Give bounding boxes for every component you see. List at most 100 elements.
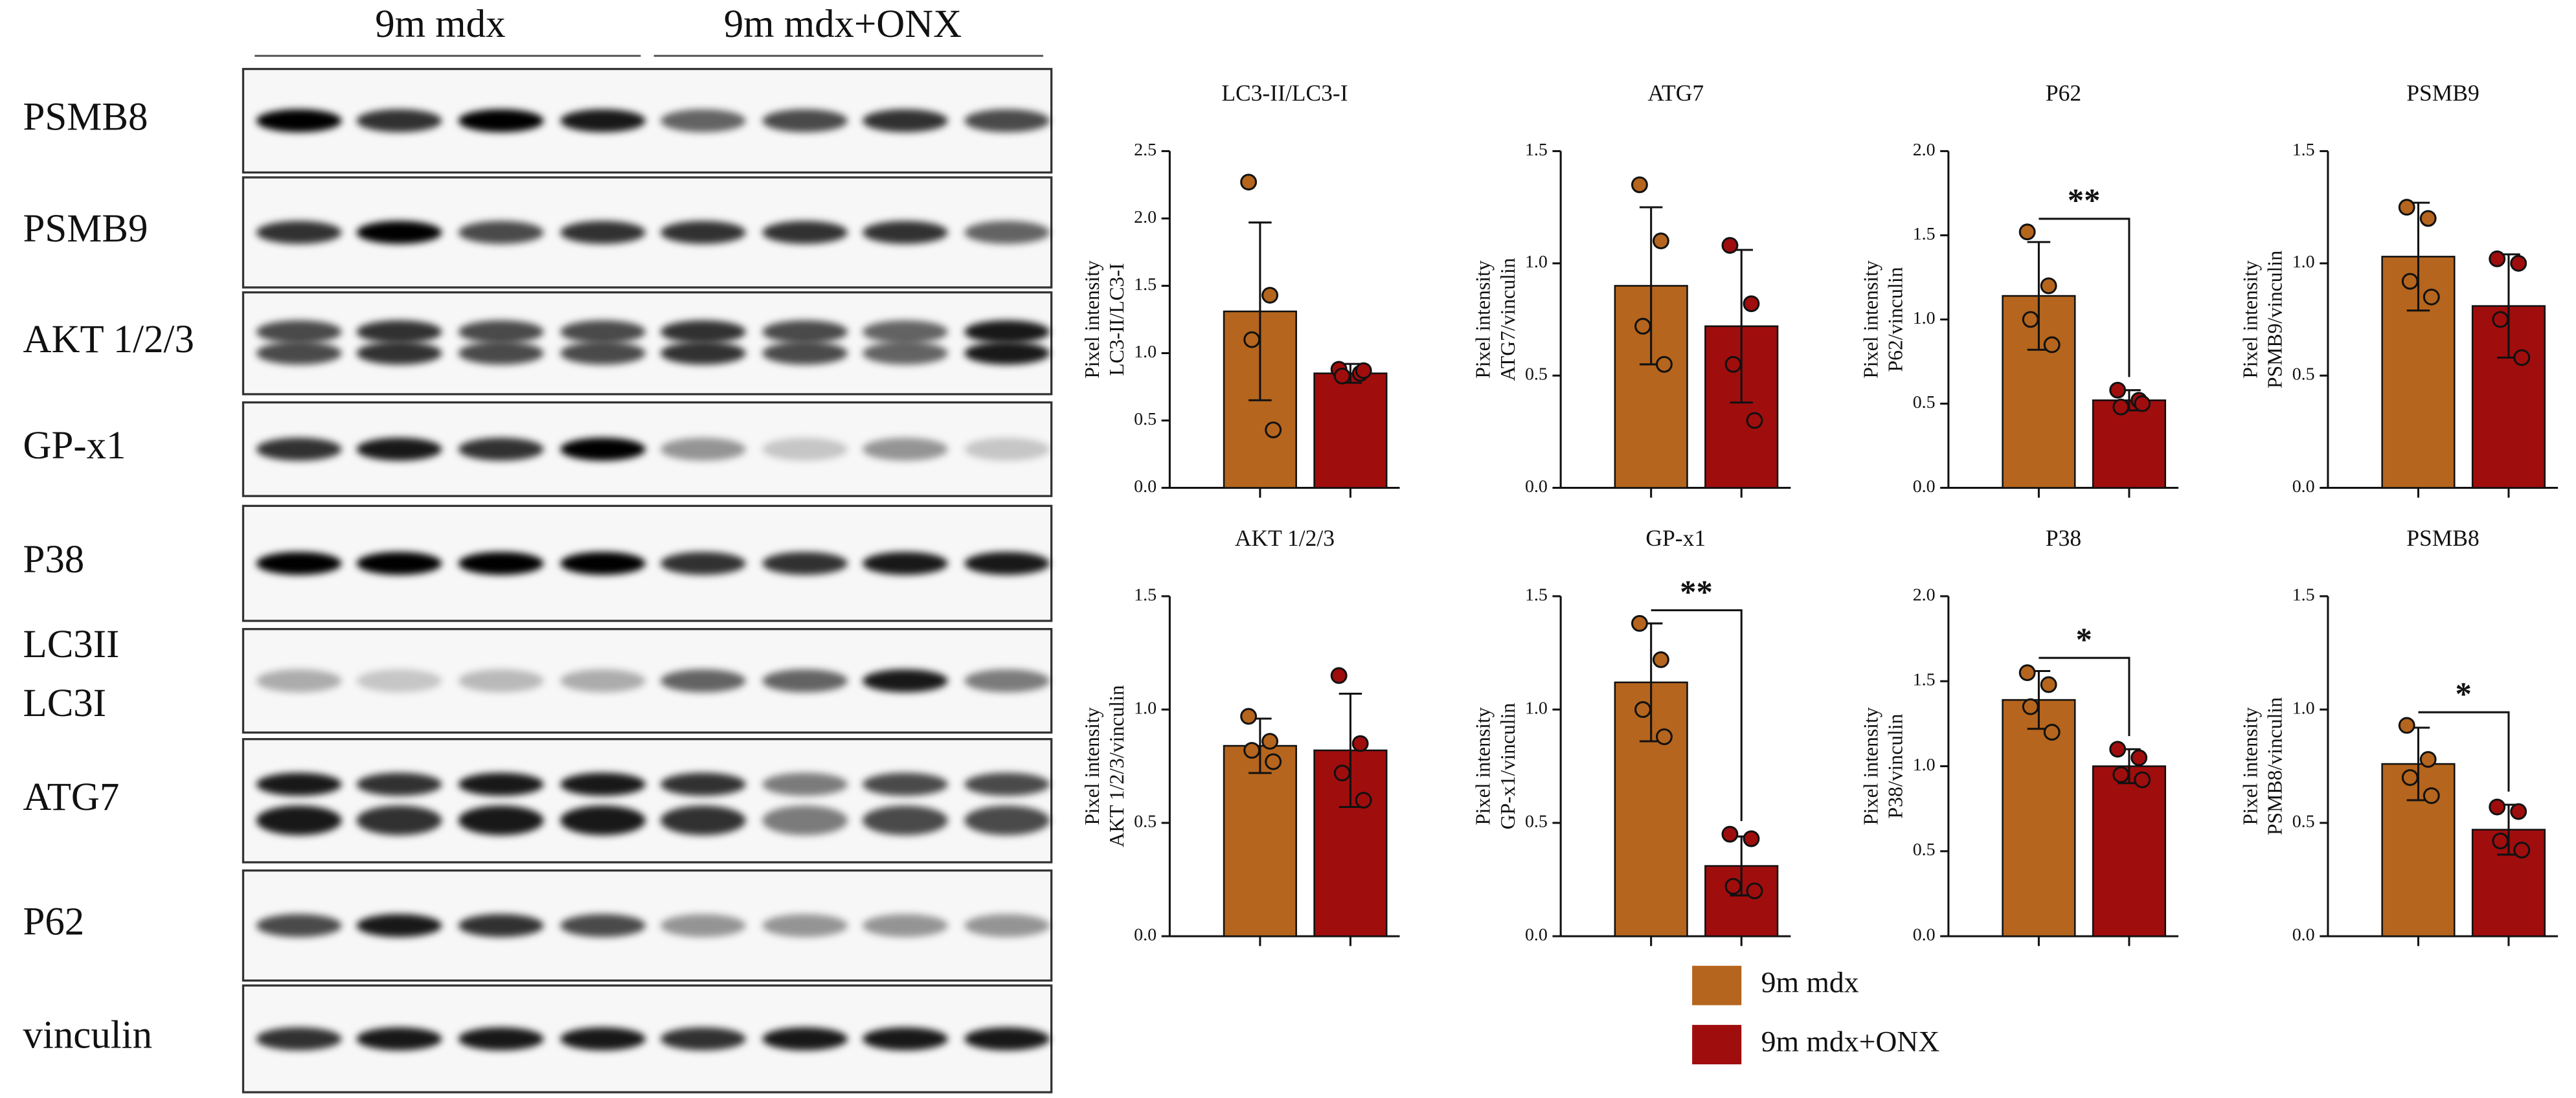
blot-band [762,438,848,461]
blot-frame [242,738,1053,864]
blot-band [964,552,1050,575]
y-tick-label: 0.5 [2292,364,2315,385]
y-tick-label: 0.5 [1525,811,1548,831]
data-point [2401,273,2419,290]
y-axis-label: P62/vinculin [1884,267,1907,372]
significance-bracket [2418,711,2510,792]
data-point [2134,771,2151,789]
blot-band [256,772,342,796]
y-tick-label: 0.5 [2292,811,2315,831]
blot-band [660,320,746,344]
blot-band [256,341,342,365]
blot-band [964,341,1050,365]
data-point [2109,741,2127,758]
y-tick-label: 1.5 [1525,140,1548,160]
blot-band [458,1027,544,1051]
data-point [2398,717,2415,734]
data-point [1261,287,1279,304]
y-axis-label: Pixel intensity [1472,260,1495,378]
blot-band [560,772,646,796]
chart-title: P38 [2046,525,2081,551]
data-point [1333,765,1351,781]
y-axis-label: PSMB9/vinculin [2264,251,2287,388]
chart-title: AKT 1/2/3 [1235,525,1335,551]
legend-swatch [1692,1025,1742,1064]
y-tick-label: 0.0 [2292,925,2315,945]
y-tick-label: 1.5 [1134,585,1157,605]
blot-row-label: LC3I [23,682,107,725]
y-tick-label: 0.0 [1134,476,1157,497]
data-point [2043,336,2061,353]
blot-band [560,109,646,133]
data-point [2492,833,2509,849]
data-point [1265,421,1282,438]
data-point [2513,842,2531,858]
y-axis-label: Pixel intensity [2239,260,2261,378]
data-point [1240,174,1258,191]
data-point [2510,254,2527,272]
data-point [2513,349,2531,366]
data-point [1355,792,1372,809]
blot-band [256,320,342,344]
blot-band [458,438,544,461]
bar [1223,745,1297,937]
data-point [1333,367,1351,385]
blot-band [356,805,442,836]
blot-band [660,913,746,937]
blot-band [862,669,948,693]
significance-label: * [2075,622,2092,658]
legend-label: 9m mdx+ONX [1761,1025,1940,1058]
blot-band [356,221,442,244]
blot-band [862,341,948,365]
blot-band [256,913,342,937]
data-point [2109,381,2127,399]
blot-band [862,221,948,244]
data-point [2112,398,2130,416]
blot-row-label: AKT 1/2/3 [23,318,194,361]
blot-band [762,221,848,244]
significance-bracket [1651,609,1743,822]
y-tick-label: 1.0 [1525,698,1548,718]
data-point [1743,295,1760,313]
blot-band [862,109,948,133]
y-axis-label: PSMB8/vinculin [2264,697,2287,835]
data-point [2419,751,2437,768]
data-point [1261,733,1279,750]
data-point [2040,676,2057,693]
blot-band [256,438,342,461]
blot-band [458,341,544,365]
data-point [1724,355,1742,373]
y-tick-label: 1.0 [2292,252,2315,272]
y-tick-label: 1.5 [1525,585,1548,605]
data-point [1634,317,1651,335]
y-tick-label: 0.5 [1134,409,1157,429]
y-axis-label: Pixel intensity [1859,707,1882,825]
blot-band [862,320,948,344]
blot-band [560,552,646,575]
data-point [1724,878,1742,895]
y-tick-label: 0.0 [1913,476,1936,497]
blot-band [762,341,848,365]
y-tick-label: 1.0 [1134,342,1157,362]
bar [2092,765,2167,937]
blot-band [458,805,544,836]
blot-band [964,669,1050,693]
y-tick-label: 0.5 [1913,392,1936,412]
blot-band [356,109,442,133]
data-point [2423,288,2440,306]
blot-band [762,669,848,693]
blot-band [862,772,948,796]
blot-band [560,320,646,344]
blot-band [762,913,848,937]
y-tick-label: 1.5 [1134,274,1157,295]
data-point [1656,728,1673,745]
chart-title: ATG7 [1647,80,1704,106]
blot-row-label: PSMB9 [23,207,148,251]
blot-band [660,1027,746,1051]
blot-band [964,320,1050,344]
blot-band [660,669,746,693]
significance-label: ** [2068,183,2101,219]
blot-band [762,772,848,796]
blot-band [762,805,848,836]
blot-band [964,805,1050,836]
